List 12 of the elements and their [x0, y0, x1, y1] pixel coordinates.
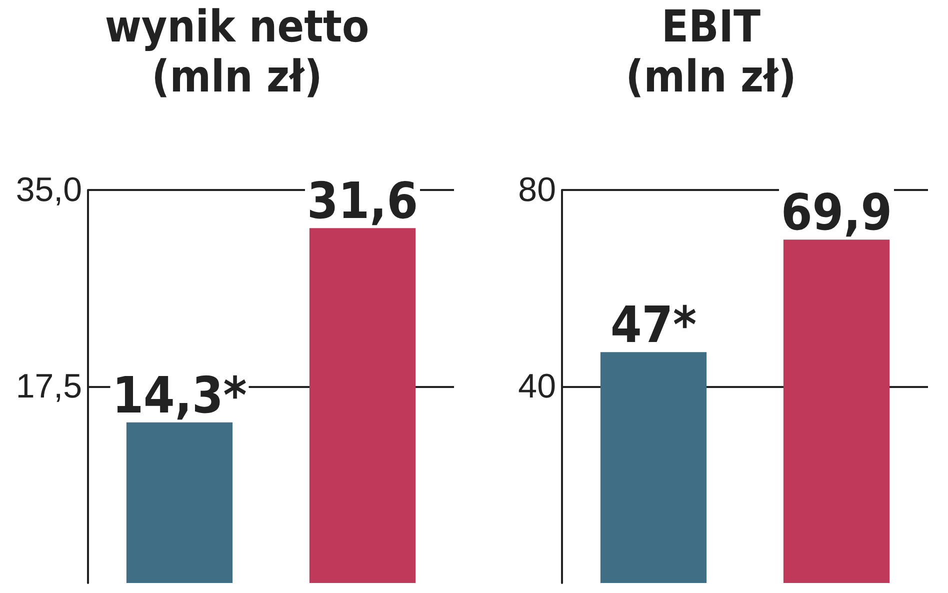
- chart-title: EBIT: [662, 2, 760, 52]
- y-tick-label: 40: [518, 368, 556, 406]
- chart-title: wynik netto: [104, 2, 370, 52]
- data-label: 31,6: [307, 172, 418, 230]
- y-tick-label: 35,0: [16, 171, 82, 209]
- y-tick-label: 17,5: [16, 368, 82, 406]
- y-tick-label: 80: [518, 171, 556, 209]
- data-label: 69,9: [781, 184, 892, 242]
- chart-subtitle: (mln zł): [626, 52, 796, 102]
- data-label: 47*: [610, 296, 697, 354]
- chart-subtitle: (mln zł): [152, 52, 322, 102]
- data-label: 14,3*: [112, 366, 247, 424]
